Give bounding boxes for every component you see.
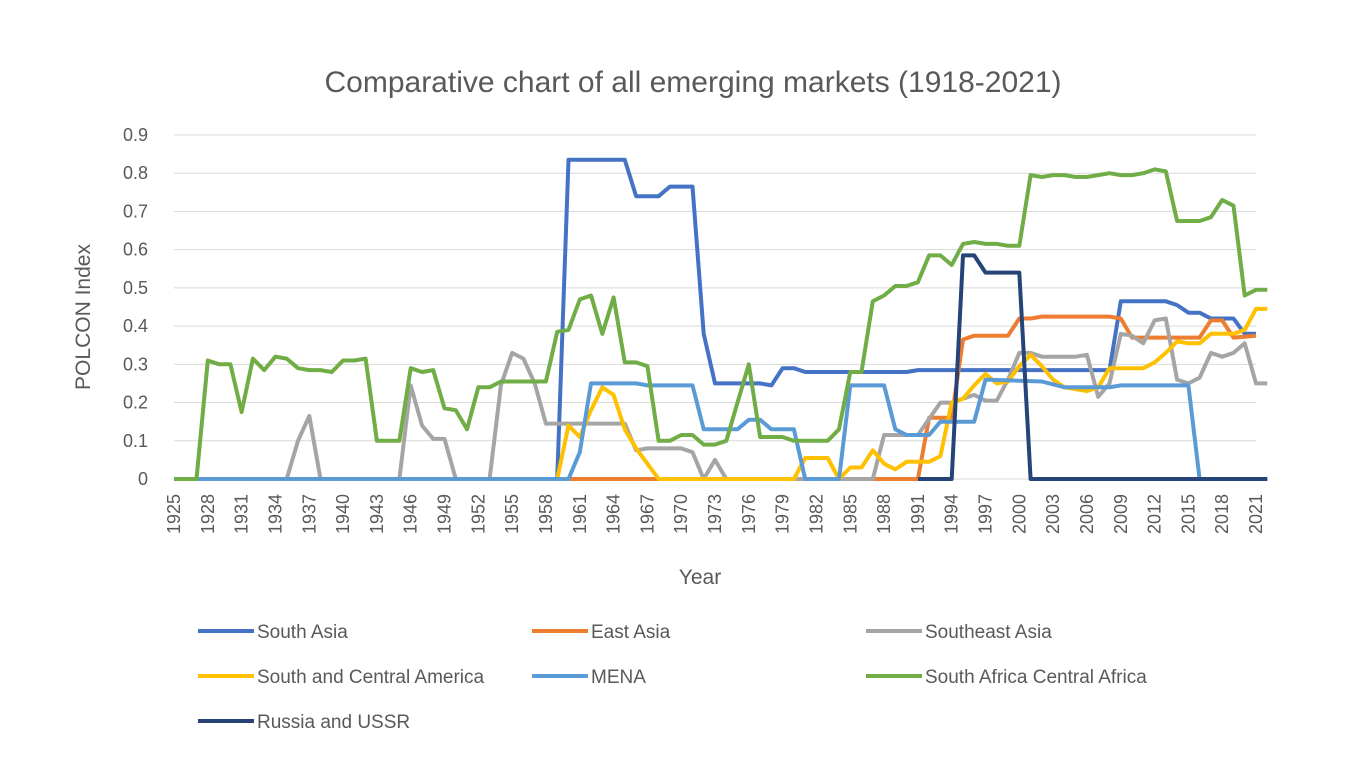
y-tick-label: 0.4 (123, 316, 148, 336)
x-tick-label: 1925 (164, 494, 184, 534)
legend-label-southeast-asia: Southeast Asia (925, 622, 1052, 643)
y-tick-label: 0.8 (123, 163, 148, 183)
x-tick-label: 2000 (1009, 494, 1029, 534)
y-tick-label: 0.1 (123, 431, 148, 451)
y-tick-label: 0.6 (123, 240, 148, 260)
x-tick-label: 1979 (773, 494, 793, 534)
x-tick-label: 1952 (468, 494, 488, 534)
x-tick-label: 1937 (299, 494, 319, 534)
x-axis-label: Year (679, 566, 721, 589)
y-tick-label: 0.7 (123, 201, 148, 221)
y-axis-label: POLCON Index (72, 244, 95, 390)
x-tick-label: 2012 (1145, 494, 1165, 534)
x-tick-label: 1946 (401, 494, 421, 534)
x-tick-label: 1973 (705, 494, 725, 534)
x-tick-label: 1976 (739, 494, 759, 534)
x-tick-label: 1991 (908, 494, 928, 534)
x-tick-label: 2018 (1212, 494, 1232, 534)
series-lines (174, 157, 1268, 481)
legend-label-south-and-central-america: South and Central America (257, 667, 485, 688)
x-tick-label: 2021 (1246, 494, 1266, 534)
legend-label-mena: MENA (591, 667, 646, 688)
x-tick-label: 1943 (367, 494, 387, 534)
x-tick-label: 2006 (1077, 494, 1097, 534)
legend-label-south-africa-central-africa: South Africa Central Africa (925, 667, 1147, 688)
x-tick-label: 1934 (265, 494, 285, 534)
x-tick-label: 1931 (232, 494, 252, 534)
y-axis-ticks: 0 0.1 0.2 0.3 0.4 0.5 0.6 0.7 0.8 0.9 (123, 125, 148, 489)
x-tick-label: 2003 (1043, 494, 1063, 534)
x-tick-label: 1928 (198, 494, 218, 534)
x-tick-label: 1958 (536, 494, 556, 534)
x-tick-label: 2015 (1178, 494, 1198, 534)
y-tick-label: 0.5 (123, 278, 148, 298)
x-tick-label: 1985 (840, 494, 860, 534)
x-tick-label: 1997 (976, 494, 996, 534)
y-tick-label: 0.3 (123, 354, 148, 374)
x-tick-label: 1949 (435, 494, 455, 534)
x-tick-label: 1964 (604, 494, 624, 534)
x-tick-label: 1940 (333, 494, 353, 534)
x-tick-label: 2009 (1111, 494, 1131, 534)
x-axis-ticks: 1925 1928 1931 1934 1937 1940 1943 1946 1949 1952… (164, 494, 1266, 534)
legend: South Asia East Asia Southeast Asia South a… (198, 622, 1147, 733)
x-tick-label: 1961 (570, 494, 590, 534)
x-tick-label: 1988 (874, 494, 894, 534)
x-tick-label: 1955 (502, 494, 522, 534)
x-tick-label: 1994 (942, 494, 962, 534)
series-line-south-asia (174, 157, 1256, 481)
series-line-russia-and-ussr (917, 253, 1268, 481)
legend-label-south-asia: South Asia (257, 622, 348, 643)
series-line-mena (174, 377, 1268, 481)
series-line-south-africa-central-africa (174, 167, 1268, 481)
series-line-east-asia (568, 314, 1257, 481)
legend-label-russia-and-ussr: Russia and USSR (257, 712, 410, 733)
y-tick-label: 0.9 (123, 125, 148, 145)
legend-label-east-asia: East Asia (591, 622, 671, 643)
chart-title: Comparative chart of all emerging market… (324, 66, 1061, 99)
series-line-southeast-asia (174, 316, 1268, 481)
y-tick-label: 0 (138, 469, 148, 489)
y-tick-label: 0.2 (123, 393, 148, 413)
x-tick-label: 1967 (637, 494, 657, 534)
series-line-south-and-central-america (555, 306, 1268, 481)
x-tick-label: 1970 (671, 494, 691, 534)
x-tick-label: 1982 (806, 494, 826, 534)
gridlines (174, 134, 1256, 480)
